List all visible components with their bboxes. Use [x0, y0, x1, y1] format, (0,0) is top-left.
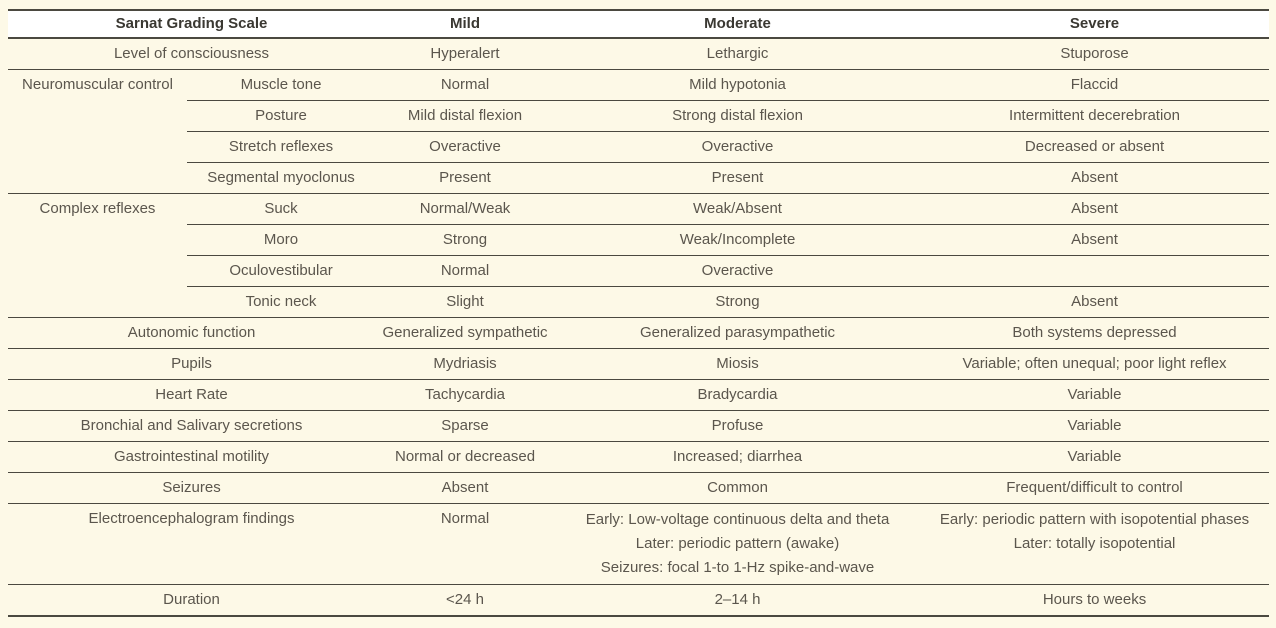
- severe-cell: Absent: [920, 286, 1270, 318]
- severe-cell: Absent: [920, 193, 1270, 225]
- table-header-row: Sarnat Grading Scale Mild Moderate Sever…: [8, 10, 1270, 39]
- moderate-cell: Profuse: [555, 410, 921, 442]
- table-row-bronchial-salivary-secretions: Bronchial and Salivary secretions Sparse…: [8, 410, 1270, 442]
- moderate-cell: Common: [555, 472, 921, 504]
- group-label-cell: Complex reflexes: [8, 193, 187, 318]
- sub-item-cell: Stretch reflexes: [187, 131, 376, 163]
- severe-cell: Flaccid: [920, 69, 1270, 101]
- moderate-cell: Weak/Incomplete: [555, 224, 921, 256]
- moderate-cell: Strong distal flexion: [555, 100, 921, 132]
- severe-cell: Variable: [920, 379, 1270, 411]
- mild-cell: Present: [375, 162, 556, 194]
- table-row-posture: Posture Mild distal flexion Strong dista…: [8, 100, 1270, 132]
- mild-cell: Absent: [375, 472, 556, 504]
- table-row-seizures: Seizures Absent Common Frequent/difficul…: [8, 472, 1270, 504]
- mild-cell: Normal: [375, 503, 556, 585]
- table-row-oculovestibular: Oculovestibular Normal Overactive: [8, 255, 1270, 287]
- table-row-level-of-consciousness: Level of consciousness Hyperalert Lethar…: [8, 38, 1270, 70]
- severe-cell: Frequent/difficult to control: [920, 472, 1270, 504]
- severe-cell: Stuporose: [920, 38, 1270, 70]
- moderate-cell: Overactive: [555, 131, 921, 163]
- row-label-cell: Heart Rate: [8, 379, 376, 411]
- severe-cell: Variable; often unequal; poor light refl…: [920, 348, 1270, 380]
- row-label-cell: Gastrointestinal motility: [8, 441, 376, 473]
- row-label-cell: Autonomic function: [8, 317, 376, 349]
- moderate-cell: Early: Low-voltage continuous delta and …: [555, 503, 921, 585]
- group-label-cell: Neuromuscular control: [8, 69, 187, 194]
- moderate-cell: Strong: [555, 286, 921, 318]
- row-label-cell: Level of consciousness: [8, 38, 376, 70]
- moderate-cell: Increased; diarrhea: [555, 441, 921, 473]
- mild-cell: Normal: [375, 69, 556, 101]
- sub-item-cell: Segmental myoclonus: [187, 162, 376, 194]
- mild-cell: <24 h: [375, 584, 556, 617]
- eeg-severe-line-later: Later: totally isopotential: [1013, 535, 1176, 552]
- severe-cell: Absent: [920, 162, 1270, 194]
- severe-cell: Hours to weeks: [920, 584, 1270, 617]
- severe-cell: Intermittent decerebration: [920, 100, 1270, 132]
- severe-cell: Variable: [920, 410, 1270, 442]
- column-header-mild: Mild: [375, 10, 556, 39]
- mild-cell: Hyperalert: [375, 38, 556, 70]
- sub-item-cell: Oculovestibular: [187, 255, 376, 287]
- row-label-cell: Pupils: [8, 348, 376, 380]
- sub-item-cell: Tonic neck: [187, 286, 376, 318]
- table-row-moro: Moro Strong Weak/Incomplete Absent: [8, 224, 1270, 256]
- mild-cell: Tachycardia: [375, 379, 556, 411]
- column-header-severe: Severe: [920, 10, 1270, 39]
- row-label-cell: Duration: [8, 584, 376, 617]
- eeg-moderate-line-early: Early: Low-voltage continuous delta and …: [585, 511, 890, 528]
- column-header-scale: Sarnat Grading Scale: [8, 10, 376, 39]
- table-row-heart-rate: Heart Rate Tachycardia Bradycardia Varia…: [8, 379, 1270, 411]
- severe-cell: Early: periodic pattern with isopotentia…: [920, 503, 1270, 585]
- column-header-moderate: Moderate: [555, 10, 921, 39]
- table-row-eeg-findings: Electroencephalogram findings Normal Ear…: [8, 503, 1270, 585]
- table-row-autonomic-function: Autonomic function Generalized sympathet…: [8, 317, 1270, 349]
- table-row-segmental-myoclonus: Segmental myoclonus Present Present Abse…: [8, 162, 1270, 194]
- mild-cell: Normal or decreased: [375, 441, 556, 473]
- mild-cell: Strong: [375, 224, 556, 256]
- mild-cell: Normal: [375, 255, 556, 287]
- severe-cell: Both systems depressed: [920, 317, 1270, 349]
- severe-cell: Variable: [920, 441, 1270, 473]
- table-row-stretch-reflexes: Stretch reflexes Overactive Overactive D…: [8, 131, 1270, 163]
- table-row-muscle-tone: Neuromuscular control Muscle tone Normal…: [8, 69, 1270, 194]
- table-row-pupils: Pupils Mydriasis Miosis Variable; often …: [8, 348, 1270, 380]
- table-row-suck: Complex reflexes Suck Normal/Weak Weak/A…: [8, 193, 1270, 318]
- severe-cell: [920, 255, 1270, 287]
- row-label-cell: Bronchial and Salivary secretions: [8, 410, 376, 442]
- moderate-cell: Lethargic: [555, 38, 921, 70]
- moderate-cell: Miosis: [555, 348, 921, 380]
- moderate-cell: Generalized parasympathetic: [555, 317, 921, 349]
- eeg-severe-line-early: Early: periodic pattern with isopotentia…: [939, 511, 1250, 528]
- mild-cell: Mydriasis: [375, 348, 556, 380]
- table-row-gastrointestinal-motility: Gastrointestinal motility Normal or decr…: [8, 441, 1270, 473]
- mild-cell: Generalized sympathetic: [375, 317, 556, 349]
- row-label-cell: Seizures: [8, 472, 376, 504]
- moderate-cell: Present: [555, 162, 921, 194]
- mild-cell: Sparse: [375, 410, 556, 442]
- moderate-cell: Mild hypotonia: [555, 69, 921, 101]
- sub-item-cell: Muscle tone: [187, 69, 376, 101]
- row-label-cell: Electroencephalogram findings: [8, 503, 376, 585]
- mild-cell: Slight: [375, 286, 556, 318]
- sub-item-cell: Suck: [187, 193, 376, 225]
- severe-cell: Absent: [920, 224, 1270, 256]
- moderate-cell: Weak/Absent: [555, 193, 921, 225]
- moderate-cell: Overactive: [555, 255, 921, 287]
- sarnat-grading-table: Sarnat Grading Scale Mild Moderate Sever…: [8, 9, 1270, 617]
- eeg-moderate-line-later: Later: periodic pattern (awake): [635, 535, 840, 552]
- sub-item-cell: Moro: [187, 224, 376, 256]
- mild-cell: Overactive: [375, 131, 556, 163]
- mild-cell: Mild distal flexion: [375, 100, 556, 132]
- moderate-cell: Bradycardia: [555, 379, 921, 411]
- table-row-duration: Duration <24 h 2–14 h Hours to weeks: [8, 584, 1270, 617]
- severe-cell: Decreased or absent: [920, 131, 1270, 163]
- mild-cell: Normal/Weak: [375, 193, 556, 225]
- table-row-tonic-neck: Tonic neck Slight Strong Absent: [8, 286, 1270, 318]
- moderate-cell: 2–14 h: [555, 584, 921, 617]
- sub-item-cell: Posture: [187, 100, 376, 132]
- eeg-moderate-line-seizures: Seizures: focal 1-to 1-Hz spike-and-wave: [600, 559, 875, 576]
